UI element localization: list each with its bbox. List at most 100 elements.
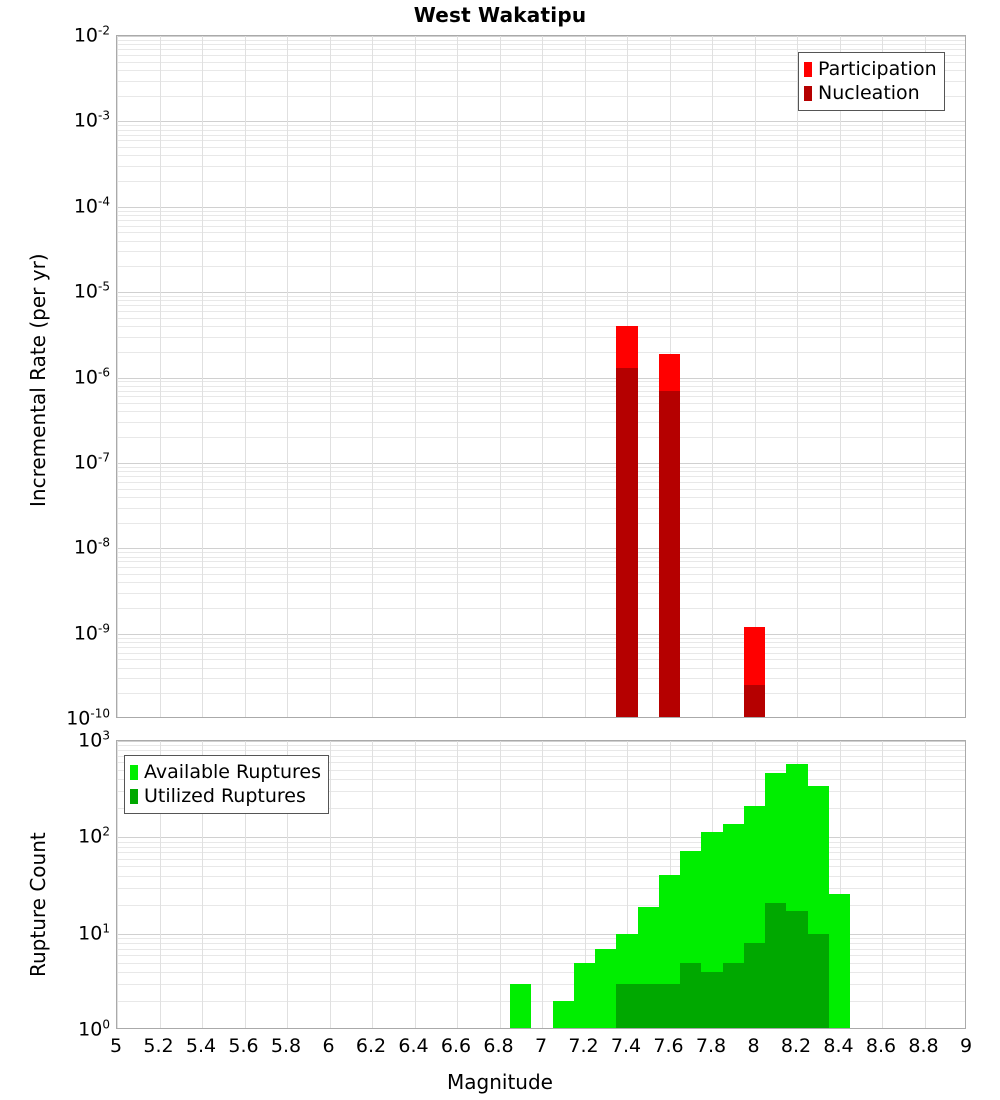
- bar-segment: [658, 390, 681, 717]
- legend-label: Utilized Ruptures: [144, 784, 306, 807]
- y-tick-label: 10-10: [66, 706, 110, 730]
- legend-item: Participation: [804, 57, 937, 81]
- grid-line: [117, 166, 965, 168]
- grid-line: [117, 95, 965, 97]
- grid-line: [117, 437, 965, 439]
- grid-line: [584, 36, 586, 717]
- bar-segment: [637, 984, 659, 1028]
- grid-line: [117, 866, 965, 868]
- grid-line: [117, 296, 965, 298]
- grid-line: [414, 741, 416, 1028]
- x-tick-label: 8.4: [823, 1035, 854, 1057]
- grid-line: [329, 36, 331, 717]
- grid-line: [117, 496, 965, 498]
- grid-line: [117, 488, 965, 490]
- grid-line: [924, 741, 926, 1028]
- bar: [743, 626, 766, 717]
- grid-line: [117, 659, 965, 661]
- grid-line: [117, 377, 965, 379]
- grid-line: [117, 481, 965, 483]
- legend-swatch-icon: [130, 788, 138, 804]
- grid-line: [117, 210, 965, 212]
- grid-line: [542, 36, 543, 717]
- bottom-legend: Available Ruptures Utilized Ruptures: [124, 755, 329, 814]
- grid-line: [117, 129, 965, 131]
- grid-line: [117, 741, 118, 1028]
- grid-line: [329, 741, 331, 1028]
- grid-line: [117, 837, 965, 839]
- grid-line: [117, 646, 965, 648]
- x-tick-label: 6.8: [483, 1035, 514, 1057]
- grid-line: [117, 955, 965, 957]
- legend-swatch-icon: [130, 764, 138, 780]
- grid-line: [117, 962, 965, 964]
- bottom-axis-y-label: Rupture Count: [26, 831, 50, 977]
- grid-line: [117, 251, 965, 253]
- bar: [722, 823, 744, 1028]
- grid-line: [117, 385, 965, 387]
- grid-line: [159, 741, 161, 1028]
- legend-label: Participation: [818, 57, 937, 80]
- bar: [510, 984, 532, 1028]
- x-axis-label: Magnitude: [447, 1070, 553, 1094]
- grid-line: [117, 745, 965, 747]
- grid-line: [117, 39, 965, 41]
- bar-segment: [765, 902, 787, 1028]
- grid-line: [117, 667, 965, 669]
- grid-line: [117, 552, 965, 554]
- grid-line: [244, 741, 246, 1028]
- grid-line: [117, 841, 965, 843]
- x-tick-label: 8.8: [908, 1035, 939, 1057]
- rupture-count-plot: [116, 740, 966, 1029]
- grid-line: [287, 741, 288, 1028]
- y-tick-label: 10-5: [73, 279, 110, 303]
- bar: [807, 785, 829, 1028]
- page-title: West Wakatipu: [413, 3, 587, 27]
- top-legend: Participation Nucleation: [798, 52, 945, 111]
- grid-line: [457, 741, 458, 1028]
- grid-line: [117, 750, 965, 752]
- grid-line: [627, 741, 628, 1028]
- grid-line: [117, 351, 965, 353]
- x-tick-label: 6.2: [355, 1035, 387, 1057]
- grid-line: [117, 121, 965, 123]
- grid-line: [117, 240, 965, 242]
- grid-line: [117, 411, 965, 413]
- x-tick-label: 9: [959, 1035, 973, 1057]
- grid-line: [117, 875, 965, 877]
- grid-line: [117, 582, 965, 584]
- grid-line: [924, 36, 926, 717]
- x-tick-label: 8.6: [865, 1035, 897, 1057]
- y-tick-label: 102: [78, 824, 110, 848]
- grid-line: [882, 36, 883, 717]
- y-tick-label: 10-7: [73, 450, 110, 474]
- grid-line: [117, 755, 965, 757]
- grid-line: [372, 741, 373, 1028]
- bar-segment: [786, 911, 808, 1028]
- bar: [743, 805, 766, 1028]
- grid-line: [117, 147, 965, 149]
- grid-line: [117, 887, 965, 889]
- legend-swatch-icon: [804, 61, 812, 77]
- grid-line: [117, 49, 965, 51]
- grid-line: [117, 852, 965, 854]
- grid-line: [202, 741, 203, 1028]
- y-tick-label: 10-6: [73, 364, 110, 389]
- grid-line: [117, 762, 965, 764]
- grid-line: [117, 548, 965, 550]
- grid-line: [117, 381, 965, 383]
- grid-line: [117, 80, 965, 82]
- bar-segment: [616, 367, 638, 717]
- grid-line: [372, 36, 373, 717]
- x-tick-label: 5.4: [185, 1035, 217, 1057]
- grid-line: [117, 607, 965, 609]
- grid-line: [499, 36, 501, 717]
- grid-line: [117, 984, 965, 986]
- grid-line: [797, 36, 798, 717]
- grid-line: [839, 36, 841, 717]
- grid-line: [584, 741, 586, 1028]
- grid-line: [117, 693, 965, 695]
- grid-line: [159, 36, 161, 717]
- legend-item: Available Ruptures: [130, 760, 321, 784]
- y-tick-label: 100: [78, 1017, 110, 1041]
